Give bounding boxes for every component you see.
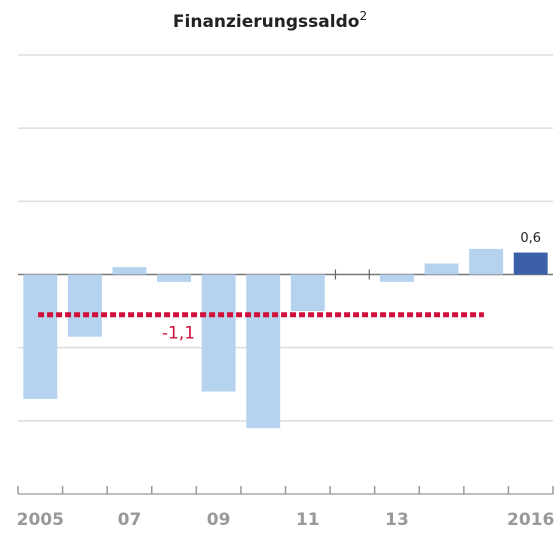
title-note: 2: [359, 9, 367, 23]
value-label: 0,6: [520, 231, 541, 246]
chart-title: Finanzierungssaldo2: [173, 9, 367, 33]
bar: [246, 274, 281, 429]
x-tick-label: 2016: [507, 510, 554, 530]
bar: [23, 274, 58, 399]
bar: [290, 274, 325, 312]
x-tick-label: 11: [296, 510, 320, 530]
x-tick-label: 2005: [17, 510, 64, 530]
bar: [201, 274, 236, 392]
bar: [157, 274, 191, 282]
bar: [424, 263, 459, 275]
bar: [112, 267, 147, 275]
title-text: Finanzierungssaldo: [173, 12, 360, 32]
reference-label: -1,1: [162, 324, 195, 344]
x-tick-label: 09: [207, 510, 231, 530]
bar: [380, 274, 414, 282]
bar: [469, 248, 504, 275]
x-tick-label: 07: [118, 510, 142, 530]
bar: [513, 252, 548, 275]
bar: [67, 274, 102, 337]
x-tick-label: 13: [385, 510, 409, 530]
